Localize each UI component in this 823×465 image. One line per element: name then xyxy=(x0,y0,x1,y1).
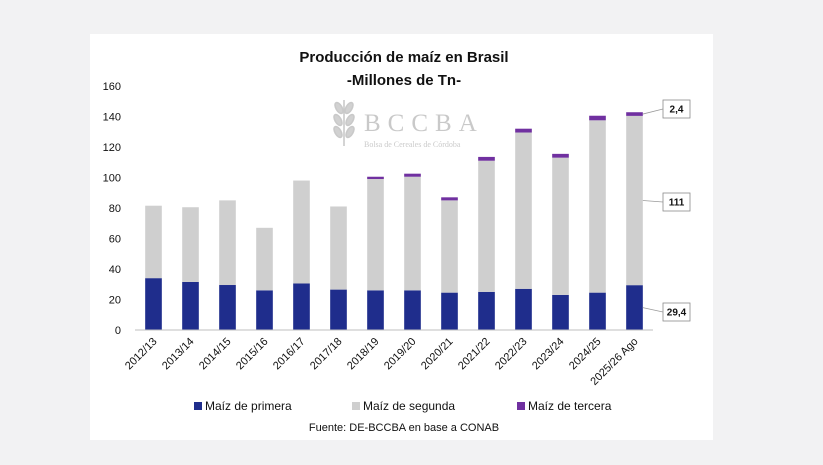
y-tick-label: 160 xyxy=(103,81,121,93)
watermark-name: BCCBA xyxy=(364,110,484,137)
annotation-leader xyxy=(642,200,664,203)
annotations: 2,4 111 29,4 xyxy=(642,99,691,322)
bars xyxy=(145,112,643,330)
bar-maiz-de-tercera xyxy=(515,128,532,133)
x-tick-label: 2016/17 xyxy=(271,336,308,373)
legend-label: Maíz de tercera xyxy=(528,399,612,413)
bar-maiz-de-segunda xyxy=(367,179,384,291)
bar-maiz-de-tercera xyxy=(367,176,384,180)
annotation-leader xyxy=(642,307,664,313)
legend-label: Maíz de primera xyxy=(205,399,292,413)
bar-maiz-de-primera xyxy=(182,281,199,330)
bar-maiz-de-primera xyxy=(552,294,569,330)
annotation-leader xyxy=(642,108,664,115)
x-tick-label: 2019/20 xyxy=(382,336,419,373)
bar-maiz-de-primera xyxy=(367,290,384,330)
annotation-box xyxy=(662,302,691,322)
bar-maiz-de-primera xyxy=(219,285,236,330)
bar-maiz-de-segunda xyxy=(626,115,643,286)
source-note: Fuente: DE-BCCBA en base a CONAB xyxy=(309,422,499,434)
legend-swatch-maiz-de-primera xyxy=(194,402,202,410)
x-tick-label: 2017/18 xyxy=(308,336,345,373)
annotation-box xyxy=(662,99,691,119)
x-tick-label: 2023/24 xyxy=(530,336,567,373)
x-axis: 2012/13 2013/14 2014/15 2015/16 2016/17 2017/… xyxy=(123,329,653,388)
y-tick-label: 80 xyxy=(109,203,121,215)
bar-maiz-de-segunda xyxy=(145,205,162,279)
annotation-box xyxy=(662,192,691,212)
x-tick-label: 2021/22 xyxy=(456,336,493,373)
bar-maiz-de-segunda xyxy=(330,206,347,290)
bar-maiz-de-primera xyxy=(441,292,458,330)
bar-maiz-de-tercera xyxy=(552,153,569,158)
bar-maiz-de-segunda xyxy=(478,160,495,292)
chart-title: Producción de maíz en Brasil xyxy=(299,49,508,66)
bar-maiz-de-tercera xyxy=(404,173,421,177)
legend-swatch-maiz-de-tercera xyxy=(517,402,525,410)
data-label: 29,4 xyxy=(667,308,687,319)
y-tick-label: 120 xyxy=(103,142,121,154)
y-axis: 0 20 40 60 80 100 120 140 160 xyxy=(103,81,121,337)
bar-maiz-de-primera xyxy=(626,285,643,330)
bar-maiz-de-segunda xyxy=(515,132,532,289)
chart-svg: Producción de maíz en Brasil -Millones d… xyxy=(103,49,691,434)
bar-maiz-de-segunda xyxy=(404,176,421,291)
bar-maiz-de-tercera xyxy=(478,156,495,161)
bar-maiz-de-tercera xyxy=(589,115,606,121)
chart-card: Producción de maíz en Brasil -Millones d… xyxy=(90,34,713,440)
bar-maiz-de-primera xyxy=(293,283,310,330)
bar-maiz-de-segunda xyxy=(256,227,273,291)
bar-maiz-de-segunda xyxy=(182,207,199,282)
data-label: 2,4 xyxy=(670,105,684,116)
bar-maiz-de-segunda xyxy=(552,157,569,295)
legend-swatch-maiz-de-segunda xyxy=(352,402,360,410)
y-tick-label: 140 xyxy=(103,112,121,124)
x-tick-label: 2012/13 xyxy=(123,336,160,373)
bar-maiz-de-primera xyxy=(404,290,421,330)
y-tick-label: 20 xyxy=(109,295,121,307)
bar-maiz-de-segunda xyxy=(219,200,236,286)
bar-maiz-de-primera xyxy=(330,289,347,330)
wheat-icon xyxy=(333,100,355,146)
bar-maiz-de-segunda xyxy=(293,180,310,284)
y-tick-label: 100 xyxy=(103,173,121,185)
y-tick-label: 0 xyxy=(115,325,121,337)
watermark-logo: BCCBA Bolsa de Cereales de Córdoba xyxy=(333,100,484,149)
x-tick-label: 2022/23 xyxy=(493,336,530,373)
legend-label: Maíz de segunda xyxy=(363,399,455,413)
x-tick-label: 2024/25 xyxy=(567,336,604,373)
bar-maiz-de-primera xyxy=(145,278,162,330)
bar-maiz-de-primera xyxy=(256,290,273,330)
chart-subtitle: -Millones de Tn- xyxy=(347,72,461,89)
x-tick-label: 2018/19 xyxy=(345,336,382,373)
bar-maiz-de-primera xyxy=(589,292,606,330)
bar-maiz-de-primera xyxy=(515,288,532,330)
data-label: 111 xyxy=(669,198,685,209)
y-tick-label: 40 xyxy=(109,264,121,276)
x-tick-label: 2014/15 xyxy=(197,336,234,373)
bar-maiz-de-primera xyxy=(478,291,495,330)
bar-maiz-de-tercera xyxy=(626,112,643,116)
bar-maiz-de-segunda xyxy=(441,200,458,293)
y-tick-label: 60 xyxy=(109,234,121,246)
bar-maiz-de-tercera xyxy=(441,197,458,201)
legend: Maíz de primera Maíz de segunda Maíz de te… xyxy=(194,399,612,413)
x-tick-label: 2013/14 xyxy=(160,336,197,373)
bar-maiz-de-segunda xyxy=(589,120,606,293)
watermark-tagline: Bolsa de Cereales de Córdoba xyxy=(364,140,461,149)
x-tick-label: 2015/16 xyxy=(234,336,271,373)
x-tick-label: 2020/21 xyxy=(419,336,456,373)
